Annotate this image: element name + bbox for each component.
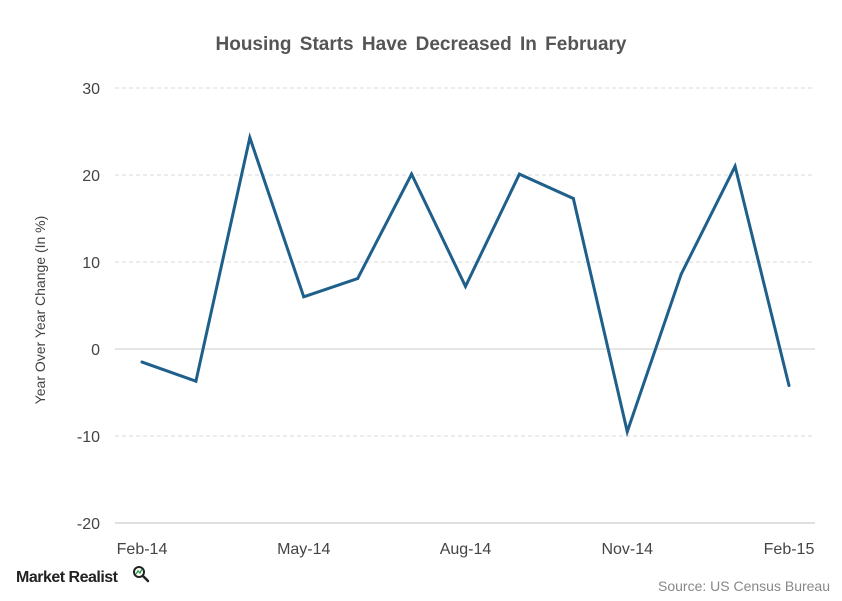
y-tick-label: 0	[91, 342, 100, 359]
magnifier-icon	[133, 566, 150, 583]
data-point	[410, 172, 414, 176]
data-point	[140, 360, 144, 364]
data-point	[464, 284, 467, 288]
data-point	[356, 277, 360, 281]
data-point	[787, 384, 791, 388]
x-tick-label: Feb-15	[764, 541, 815, 558]
x-tick-label: Feb-14	[117, 541, 168, 558]
data-point	[517, 172, 521, 176]
y-tick-labels: -20 -10 0 10 20 30	[77, 81, 100, 533]
x-tick-label: Nov-14	[601, 541, 653, 558]
y-tick-label: -10	[77, 429, 100, 446]
data-point	[194, 379, 198, 383]
chart-title: Housing Starts Have Decreased In Februar…	[215, 34, 627, 55]
y-tick-label: 10	[82, 255, 100, 272]
x-tick-labels: Feb-14 May-14 Aug-14 Nov-14 Feb-15	[117, 541, 815, 558]
x-tick-label: May-14	[277, 541, 330, 558]
y-tick-label: -20	[77, 516, 100, 533]
data-point	[679, 272, 683, 276]
grid-lines	[115, 87, 815, 437]
series-layer	[140, 132, 791, 438]
series-line	[141, 132, 791, 438]
data-point	[302, 295, 306, 299]
x-tick-label: Aug-14	[440, 541, 492, 558]
data-point	[625, 430, 629, 434]
brand-logo-text: Market Realist	[16, 569, 118, 586]
source-note: Source: US Census Bureau	[658, 578, 830, 594]
axes	[115, 348, 815, 524]
y-tick-label: 20	[82, 168, 100, 185]
data-point	[571, 196, 575, 200]
data-point	[248, 136, 252, 140]
data-point	[733, 164, 737, 168]
y-tick-label: 30	[82, 81, 100, 98]
